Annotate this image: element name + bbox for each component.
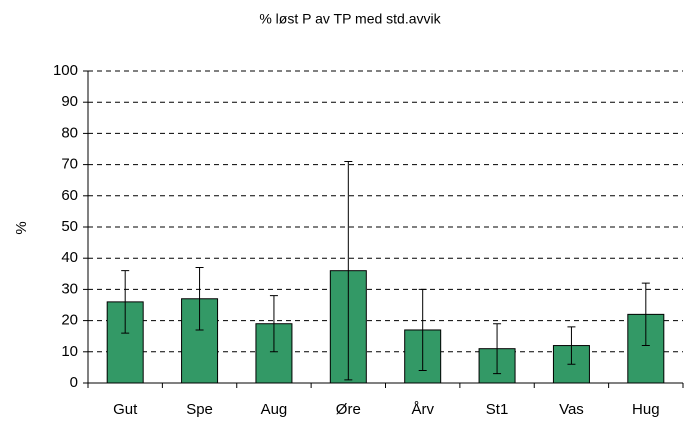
y-tick-label: 40 [61,249,78,266]
x-tick-label: Vas [559,401,584,418]
y-axis-label: % [13,221,30,234]
x-tick-label: Årv [411,401,434,418]
error-bar [493,323,502,375]
y-tick-label: 0 [70,374,78,391]
y-tick-label: 90 [61,93,78,110]
y-tick-label: 70 [61,156,78,173]
error-bar [344,160,353,381]
x-tick-label: St1 [486,401,509,418]
error-bar [195,267,204,331]
x-tick-label: Aug [261,401,288,418]
y-tick-label: 50 [61,218,78,235]
chart-title: % løst P av TP med std.avvik [259,11,441,27]
x-tick-label: Hug [632,401,660,418]
error-bar [121,270,130,334]
x-tick-label: Gut [113,401,138,418]
y-tick-label: 10 [61,343,78,360]
error-bar [269,295,278,353]
y-tick-label: 100 [53,62,78,79]
error-bar [641,282,650,347]
error-bar [418,288,427,372]
error-bar [567,326,576,365]
x-tick-label: Spe [186,401,213,418]
y-tick-label: 60 [61,187,78,204]
y-tick-label: 20 [61,312,78,329]
y-tick-label: 80 [61,124,78,141]
x-tick-label: Øre [336,401,361,418]
y-tick-label: 30 [61,280,78,297]
